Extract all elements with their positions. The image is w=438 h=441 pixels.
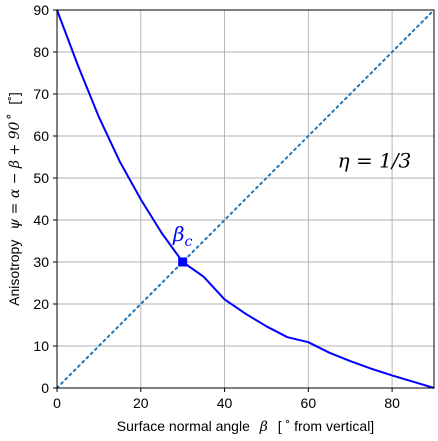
marker-layer (178, 257, 188, 267)
y-tick-label: 10 (33, 338, 49, 354)
eta-annotation-text: η = 1/3 (338, 149, 412, 173)
x-tick-label: 20 (133, 395, 149, 411)
y-tick-label: 0 (41, 380, 49, 396)
eta-annotation: η = 1/3 (338, 149, 412, 173)
series-layer (56, 9, 435, 389)
axis-ticks: 0 20 40 60 80 0 10 20 30 40 50 60 70 80 90 (33, 2, 400, 411)
y-tick-label: 60 (33, 128, 49, 144)
y-tick-label: 40 (33, 212, 49, 228)
x-axis-label-prefix: Surface normal angle (117, 418, 250, 434)
y-tick-label: 50 (33, 170, 49, 186)
y-tick-label: 90 (33, 2, 49, 18)
diagonal-reference-line (56, 9, 435, 389)
x-axis-label-suffix: [ ˚ from vertical] (278, 418, 374, 434)
x-tick-label: 80 (384, 395, 400, 411)
anisotropy-curve (56, 9, 435, 389)
beta-c-marker (178, 257, 188, 267)
plot-area-frame (56, 9, 435, 389)
x-tick-label: 60 (301, 395, 317, 411)
y-tick-label: 30 (33, 254, 49, 270)
y-axis-label: Anisotropy ψ = α − β + 90˚ [˚] (6, 92, 23, 306)
x-axis-label-symbol: β (259, 419, 268, 435)
beta-c-annotation: βc (172, 222, 193, 250)
x-axis-label: Surface normal angle β [ ˚ from vertical… (117, 418, 374, 435)
x-tick-label: 40 (217, 395, 233, 411)
y-tick-label: 80 (33, 44, 49, 60)
y-axis-label-symbol: ψ = α − β + 90˚ (6, 115, 23, 230)
x-tick-label: 0 (53, 395, 61, 411)
y-axis-label-prefix: Anisotropy (6, 240, 22, 306)
beta-c-symbol: β (172, 222, 185, 246)
y-tick-label: 70 (33, 86, 49, 102)
y-tick-label: 20 (33, 296, 49, 312)
beta-c-subscript: c (185, 234, 193, 250)
y-axis-label-suffix: [˚] (6, 92, 22, 104)
